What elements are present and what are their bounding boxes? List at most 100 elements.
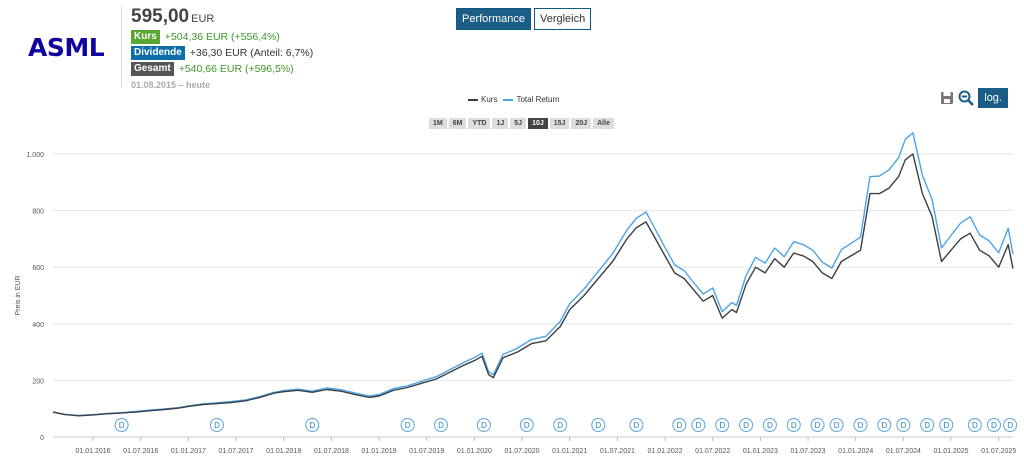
dividend-marker-label: D (595, 421, 601, 430)
dividend-marker (629, 418, 644, 432)
x-tick-label: 01.01.2025 (934, 448, 969, 455)
dividend-marker-label: D (834, 421, 840, 430)
x-tick-label: 01.01.2022 (648, 448, 683, 455)
dividend-marker (691, 418, 706, 432)
dividend-marker-label: D (1007, 421, 1013, 430)
range-1j[interactable]: 1J (492, 118, 509, 129)
range-20j[interactable]: 20J (571, 118, 592, 129)
dividend-marker (762, 418, 777, 432)
dividend-marker (853, 418, 868, 432)
dividend-marker (114, 418, 129, 432)
dividend-marker-label: D (696, 421, 702, 430)
save-icon[interactable] (940, 91, 954, 105)
y-tick-label: 600 (32, 265, 44, 272)
gesamt-badge: Gesamt (131, 62, 174, 76)
period-label: 01.08.2015 – heute (131, 80, 211, 90)
x-tick-label: 01.01.2023 (743, 448, 778, 455)
dividend-marker (476, 418, 491, 432)
dividend-marker (920, 418, 935, 432)
dividend-marker (939, 418, 954, 432)
chart-tools: log. (940, 88, 1008, 108)
range-15j[interactable]: 15J (549, 118, 570, 129)
price-value: 595,00 (131, 6, 190, 27)
x-tick-label: 01.07.2024 (886, 448, 921, 455)
y-tick-label: 400 (32, 322, 44, 329)
dividend-marker-label: D (858, 421, 864, 430)
x-tick-label: 01.07.2020 (505, 448, 540, 455)
x-tick-label: 01.07.2019 (409, 448, 444, 455)
dividend-marker (739, 418, 754, 432)
view-tabs: Performance Vergleich (456, 8, 594, 30)
dividend-marker-label: D (557, 421, 563, 430)
dividend-marker (896, 418, 911, 432)
x-tick-label: 01.07.2022 (695, 448, 730, 455)
y-axis-label: Preis in EUR (15, 275, 22, 315)
x-tick-label: 01.07.2025 (981, 448, 1016, 455)
kurs-series-line (52, 153, 1014, 417)
price-summary: 595,00 EUR Kurs +504,36 EUR (+556,4%) Div… (131, 6, 313, 90)
dividend-marker-label: D (119, 421, 125, 430)
x-tick-label: 01.07.2023 (791, 448, 826, 455)
dividende-value: +36,30 EUR (Anteil: 6,7%) (189, 47, 314, 59)
dividend-marker-label: D (634, 421, 640, 430)
dividend-marker-label: D (924, 421, 930, 430)
gesamt-row: Gesamt +540,66 EUR (+596,5%) (131, 62, 313, 76)
zoom-out-icon[interactable] (958, 90, 975, 106)
x-tick-label: 01.01.2024 (838, 448, 873, 455)
dividend-marker-label: D (676, 421, 682, 430)
range-10j[interactable]: 10J (528, 118, 548, 129)
range-6m[interactable]: 6M (448, 118, 467, 129)
dividend-marker-label: D (791, 421, 797, 430)
range-alle[interactable]: Alle (593, 118, 614, 129)
x-tick-label: 01.01.2018 (266, 448, 301, 455)
dividend-marker-label: D (743, 421, 749, 430)
current-price: 595,00 EUR (131, 6, 313, 28)
dividend-marker-label: D (405, 421, 411, 430)
tab-performance[interactable]: Performance (456, 8, 531, 30)
dividende-row: Dividende +36,30 EUR (Anteil: 6,7%) (131, 46, 313, 60)
log-scale-button[interactable]: log. (978, 88, 1008, 108)
dividend-marker (1003, 418, 1018, 432)
dividend-marker-label: D (309, 421, 315, 430)
legend-total-return[interactable]: Total Return (516, 95, 560, 104)
asml-logo: ASML (28, 33, 105, 62)
x-tick-label: 01.07.2021 (600, 448, 635, 455)
legend-kurs-swatch (468, 98, 478, 101)
y-tick-label: 200 (32, 378, 44, 385)
x-tick-label: 01.07.2018 (314, 448, 349, 455)
dividend-marker (209, 418, 224, 432)
x-tick-label: 01.01.2019 (362, 448, 397, 455)
dividend-marker-label: D (991, 421, 997, 430)
dividend-marker-label: D (481, 421, 487, 430)
kurs-value: +504,36 EUR (+556,4%) (164, 31, 280, 43)
x-tick-label: 01.01.2020 (457, 448, 492, 455)
chart-legend: Kurs Total Return (462, 95, 560, 104)
dividend-marker (810, 418, 825, 432)
dividend-marker (672, 418, 687, 432)
kurs-row: Kurs +504,36 EUR (+556,4%) (131, 30, 313, 44)
range-ytd[interactable]: YTD (468, 118, 491, 129)
dividend-marker-label: D (767, 421, 773, 430)
y-tick-label: 0 (40, 435, 44, 442)
dividend-marker (986, 418, 1001, 432)
dividend-marker-label: D (438, 421, 444, 430)
dividend-marker (400, 418, 415, 432)
dividend-marker-label: D (719, 421, 725, 430)
y-tick-label: 1.000 (26, 152, 44, 159)
range-1m[interactable]: 1M (429, 118, 447, 129)
header-divider (121, 6, 122, 88)
dividend-marker-label: D (815, 421, 821, 430)
range-selector: 1M 6M YTD 1J 5J 10J 15J 20J Alle (429, 118, 616, 129)
x-tick-label: 01.07.2017 (219, 448, 254, 455)
price-currency: EUR (191, 13, 215, 25)
tab-vergleich[interactable]: Vergleich (533, 8, 592, 30)
dividend-marker (434, 418, 449, 432)
x-tick-label: 01.01.2016 (76, 448, 111, 455)
range-5j[interactable]: 5J (510, 118, 527, 129)
x-tick-label: 01.01.2017 (171, 448, 206, 455)
dividend-marker-label: D (943, 421, 949, 430)
dividend-marker-label: D (900, 421, 906, 430)
dividend-marker-label: D (214, 421, 220, 430)
legend-kurs[interactable]: Kurs (481, 95, 498, 104)
